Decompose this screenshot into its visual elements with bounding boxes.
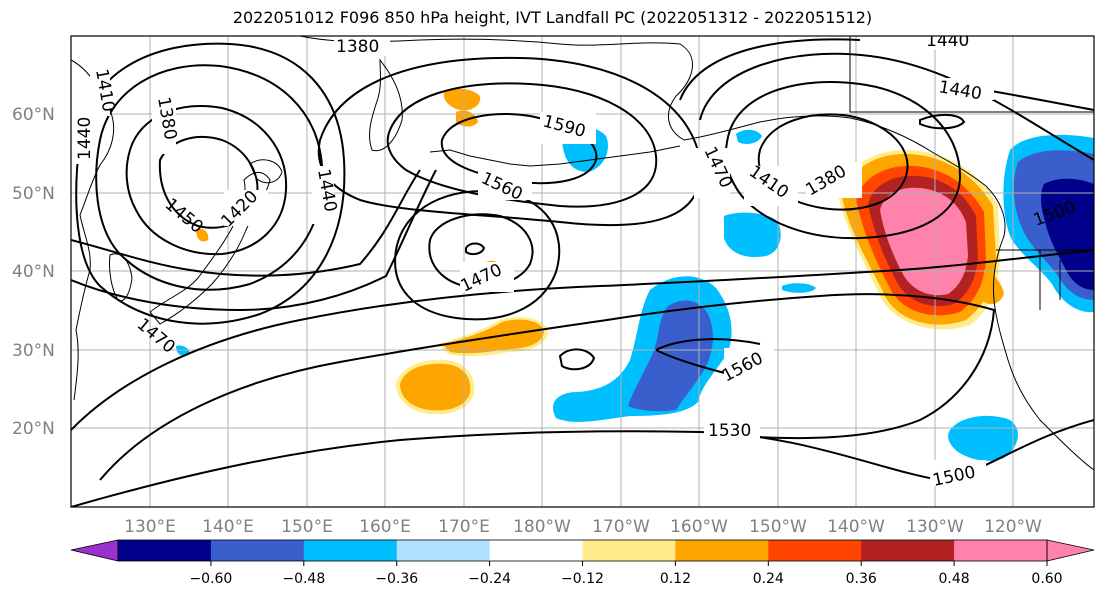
height-contour [465, 242, 486, 256]
coastline-us-states [996, 249, 1094, 310]
ivt-positive-region [196, 228, 209, 242]
colorbar-segment [954, 540, 1048, 561]
colorbar-tick-label: −0.12 [561, 571, 604, 587]
colorbar-tick-label: 0.12 [660, 571, 691, 587]
latitude-labels: 60°N 50°N 40°N 30°N 20°N [12, 105, 55, 439]
ivt-negative-region [176, 345, 190, 356]
lon-label: 140°E [202, 517, 254, 537]
ivt-negative-region [948, 415, 1018, 461]
height-contour [125, 104, 288, 256]
coastline-siberia [299, 36, 693, 141]
contour-label: 1440 [75, 117, 95, 160]
colorbar-segment [768, 540, 862, 561]
height-contour [699, 52, 1094, 161]
height-contour [75, 42, 346, 325]
height-contour [95, 64, 324, 291]
ivt-positive-region [400, 363, 471, 411]
ivt-negative-region [1041, 178, 1094, 290]
lon-label: 130°W [906, 517, 964, 537]
lon-label: 170°W [592, 517, 650, 537]
longitude-labels: 130°E 140°E 150°E 160°E 170°E 180°W 170°… [124, 517, 1042, 537]
colorbar-segment [489, 540, 583, 561]
lon-label: 130°E [124, 517, 176, 537]
height-contour [71, 169, 437, 312]
coastline-aleutians [429, 145, 681, 167]
ivt-positive-region [443, 88, 481, 111]
colorbar-segments [118, 540, 1048, 561]
colorbar-extend-high [1046, 539, 1095, 562]
coastline-kamchatka [369, 58, 403, 152]
height-contour [386, 82, 658, 208]
height-contours [71, 38, 1094, 507]
height-contour [394, 190, 561, 321]
coastline-alaska [683, 115, 1094, 471]
height-contour [724, 81, 962, 240]
lon-label: 150°E [281, 517, 333, 537]
lon-label: 170°E [438, 517, 490, 537]
height-contour [71, 169, 421, 277]
ivt-negative-region [782, 283, 816, 293]
colorbar-tick-label: 0.48 [939, 571, 970, 587]
lat-label: 30°N [12, 341, 55, 361]
colorbar-tick-label: −0.24 [468, 571, 511, 587]
colorbar-segment [861, 540, 955, 561]
height-contour [558, 348, 596, 371]
lon-label: 140°W [827, 517, 885, 537]
colorbar-tick-label: −0.48 [282, 571, 325, 587]
coastline-hokkaido [249, 159, 283, 184]
lon-label: 150°W [749, 517, 807, 537]
gridlines [71, 36, 1094, 507]
ivt-negative-region [736, 129, 762, 144]
colorbar-segment [582, 540, 676, 561]
colorbar-segment [118, 540, 212, 561]
contour-label: 1440 [926, 31, 969, 51]
colorbar-tick-label: 0.24 [753, 571, 784, 587]
ivt-positive-region [880, 187, 968, 296]
colorbar-tick-label: 0.60 [1031, 571, 1062, 587]
colorbar-segment [675, 540, 769, 561]
lat-label: 20°N [12, 419, 55, 439]
lat-label: 60°N [12, 105, 55, 125]
colorbar-tick-label: −0.36 [375, 571, 418, 587]
contour-label-group: 1380 1410 1440 1380 1450 1420 1440 1590 … [71, 31, 1078, 491]
colorbar-ticks: −0.60 −0.48 −0.36 −0.24 −0.12 0.12 0.24 0.36 0.4… [189, 561, 1063, 587]
lat-label: 40°N [12, 262, 55, 282]
colorbar-tick-label: 0.36 [846, 571, 877, 587]
colorbar: −0.60 −0.48 −0.36 −0.24 −0.12 0.12 0.24 0.36 0.4… [70, 539, 1095, 587]
colorbar-segment [210, 540, 305, 561]
height-contour [71, 249, 1094, 431]
lon-label: 120°W [984, 517, 1042, 537]
height-contour [679, 38, 966, 130]
colorbar-tick-label: −0.60 [189, 571, 232, 587]
contour-label: 1380 [336, 37, 379, 57]
lon-label: 160°E [359, 517, 411, 537]
ivt-positive-region [456, 110, 478, 127]
height-contour [317, 56, 702, 227]
map-plot-area: 1380 1410 1440 1380 1450 1420 1440 1590 … [71, 31, 1094, 507]
contour-label: 1530 [708, 421, 751, 441]
map-title: 2022051012 F096 850 hPa height, IVT Land… [232, 8, 873, 27]
height-contour [428, 213, 534, 288]
map-frame [70, 35, 1095, 508]
ivt-negative-region [724, 212, 781, 258]
lon-label: 180°W [513, 517, 571, 537]
colorbar-extend-low [70, 539, 119, 562]
colorbar-segment [303, 540, 398, 561]
lat-label: 50°N [12, 184, 55, 204]
ivt-shading [176, 88, 1094, 461]
lon-label: 160°W [670, 517, 728, 537]
height-contour [99, 293, 996, 481]
colorbar-segment [396, 540, 491, 561]
